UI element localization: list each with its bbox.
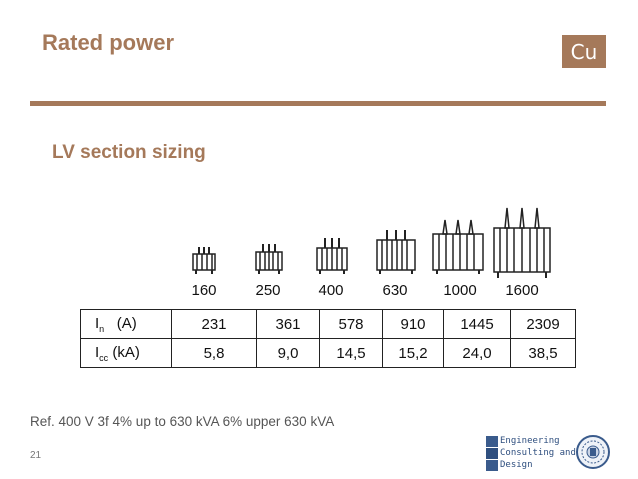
transformer-630-icon: [376, 230, 416, 274]
logo-block: [486, 460, 498, 471]
table-cell: 14,5: [319, 338, 383, 368]
logo-text: Engineering: [500, 436, 560, 446]
page-number: 21: [30, 450, 42, 461]
logo-block: [486, 436, 498, 447]
rating-label: 1000: [443, 282, 477, 299]
transformer-160-icon: [192, 247, 216, 274]
logo-block: [486, 448, 498, 459]
table-cell: 910: [382, 309, 444, 339]
transformer-icons: [192, 207, 551, 278]
ecd-logo: Engineering Consulting and Design: [486, 436, 576, 472]
transformer-1600-icon: [493, 207, 551, 278]
rating-label: 250: [255, 282, 281, 299]
title-divider: [30, 101, 606, 106]
section-subtitle: LV section sizing: [52, 142, 206, 163]
reference-note: Ref. 400 V 3f 4% up to 630 kVA 6% upper …: [30, 414, 335, 429]
table-cell: 15,2: [382, 338, 444, 368]
rating-label: 160: [191, 282, 217, 299]
row-label: Icc (kA): [80, 338, 172, 368]
row-label: In (A): [80, 309, 172, 339]
rating-label: 630: [382, 282, 408, 299]
seal-icon: [576, 435, 610, 469]
rating-label: 400: [318, 282, 344, 299]
table-cell: 9,0: [256, 338, 320, 368]
table-cell: 2309: [510, 309, 576, 339]
lv-sizing-table: In (A) 231 361 578 910 1445 2309 Icc (kA…: [80, 309, 576, 368]
power-ratings: 160 250 400 630 1000 1600: [0, 282, 638, 304]
table-cell: 361: [256, 309, 320, 339]
slide-title: Rated power: [42, 30, 175, 55]
table-cell: 1445: [443, 309, 511, 339]
transformer-1000-icon: [432, 219, 484, 274]
rating-label: 1600: [505, 282, 539, 299]
table-cell: 5,8: [171, 338, 257, 368]
table-cell: 578: [319, 309, 383, 339]
table-cell: 231: [171, 309, 257, 339]
table-cell: 38,5: [510, 338, 576, 368]
table-row: Icc (kA) 5,8 9,0 14,5 15,2 24,0 38,5: [80, 338, 576, 368]
transformer-400-icon: [316, 238, 348, 274]
table-row: In (A) 231 361 578 910 1445 2309: [80, 309, 576, 339]
logo-text: Design: [500, 460, 533, 470]
cu-badge: Cu: [562, 35, 606, 68]
logo-text: Consulting and: [500, 448, 576, 458]
table-cell: 24,0: [443, 338, 511, 368]
transformer-250-icon: [255, 244, 283, 274]
